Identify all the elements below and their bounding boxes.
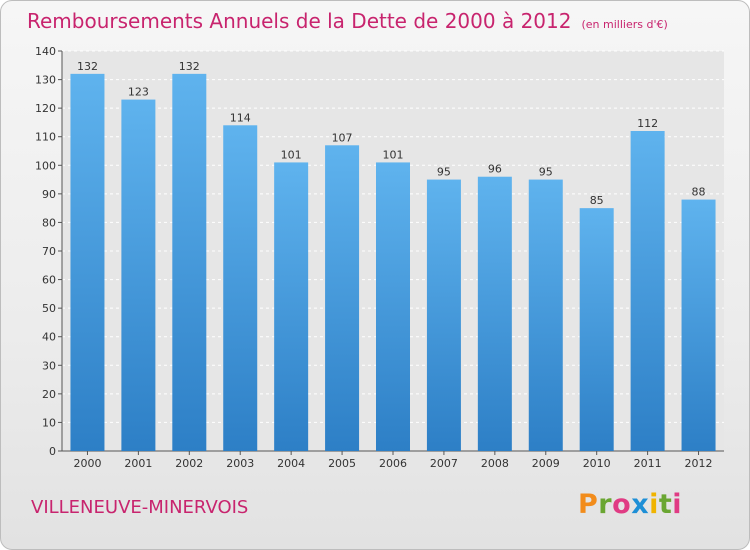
y-tick-label: 20 <box>42 388 56 401</box>
x-tick-label: 2012 <box>685 457 713 470</box>
x-tick-label: 2003 <box>226 457 254 470</box>
x-tick-label: 2002 <box>175 457 203 470</box>
bar <box>274 162 309 451</box>
logo-letter: P <box>578 489 599 520</box>
chart-title: Remboursements Annuels de la Dette de 20… <box>27 9 668 33</box>
logo-letter: x <box>631 489 650 520</box>
data-label: 132 <box>77 60 98 73</box>
logo-letter: i <box>672 489 683 520</box>
data-label: 101 <box>281 148 302 161</box>
data-label: 112 <box>637 117 658 130</box>
x-tick-label: 2010 <box>583 457 611 470</box>
x-tick-label: 2005 <box>328 457 356 470</box>
commune-name: VILLENEUVE-MINERVOIS <box>31 497 249 518</box>
logo-letter: t <box>658 489 673 520</box>
y-tick-label: 90 <box>42 188 56 201</box>
y-tick-label: 110 <box>35 131 56 144</box>
y-tick-label: 80 <box>42 216 56 229</box>
chart-title-text: Remboursements Annuels de la Dette de 20… <box>27 9 572 33</box>
bar <box>426 179 461 452</box>
data-label: 107 <box>332 131 353 144</box>
x-tick-label: 2011 <box>634 457 662 470</box>
x-tick-label: 2008 <box>481 457 509 470</box>
y-tick-label: 40 <box>42 331 56 344</box>
bar <box>70 73 105 451</box>
x-tick-label: 2006 <box>379 457 407 470</box>
data-label: 101 <box>383 148 404 161</box>
y-tick-label: 70 <box>42 245 56 258</box>
y-tick-label: 100 <box>35 159 56 172</box>
bar <box>172 73 207 451</box>
logo-letter: r <box>598 489 613 520</box>
bar <box>376 162 410 451</box>
x-tick-label: 2009 <box>532 457 560 470</box>
bar <box>528 179 563 452</box>
y-tick-label: 60 <box>42 274 56 287</box>
bar <box>477 176 512 451</box>
y-tick-label: 140 <box>35 45 56 58</box>
logo-letter: i <box>649 489 659 520</box>
bar <box>579 208 614 451</box>
y-tick-label: 10 <box>42 416 56 429</box>
data-label: 88 <box>692 186 706 199</box>
proxiti-logo: Proxiti <box>578 489 682 520</box>
y-tick-label: 0 <box>49 445 56 458</box>
data-label: 114 <box>230 111 251 124</box>
y-tick-label: 50 <box>42 302 56 315</box>
data-label: 95 <box>437 166 451 179</box>
y-tick-label: 130 <box>35 74 56 87</box>
data-label: 95 <box>539 166 553 179</box>
bar <box>121 99 156 452</box>
data-label: 96 <box>488 163 502 176</box>
y-tick-label: 30 <box>42 359 56 372</box>
logo-letter: o <box>612 489 632 520</box>
bar <box>223 125 258 452</box>
chart-subtitle: (en milliers d'€) <box>581 18 668 31</box>
data-label: 123 <box>128 86 149 99</box>
data-label: 132 <box>179 60 200 73</box>
x-tick-label: 2004 <box>277 457 305 470</box>
data-label: 85 <box>590 194 604 207</box>
y-tick-label: 120 <box>35 102 56 115</box>
bar <box>630 131 665 451</box>
x-tick-label: 2001 <box>124 457 152 470</box>
bar <box>325 145 360 452</box>
bar <box>681 199 716 451</box>
x-tick-label: 2000 <box>73 457 101 470</box>
x-tick-label: 2007 <box>430 457 458 470</box>
